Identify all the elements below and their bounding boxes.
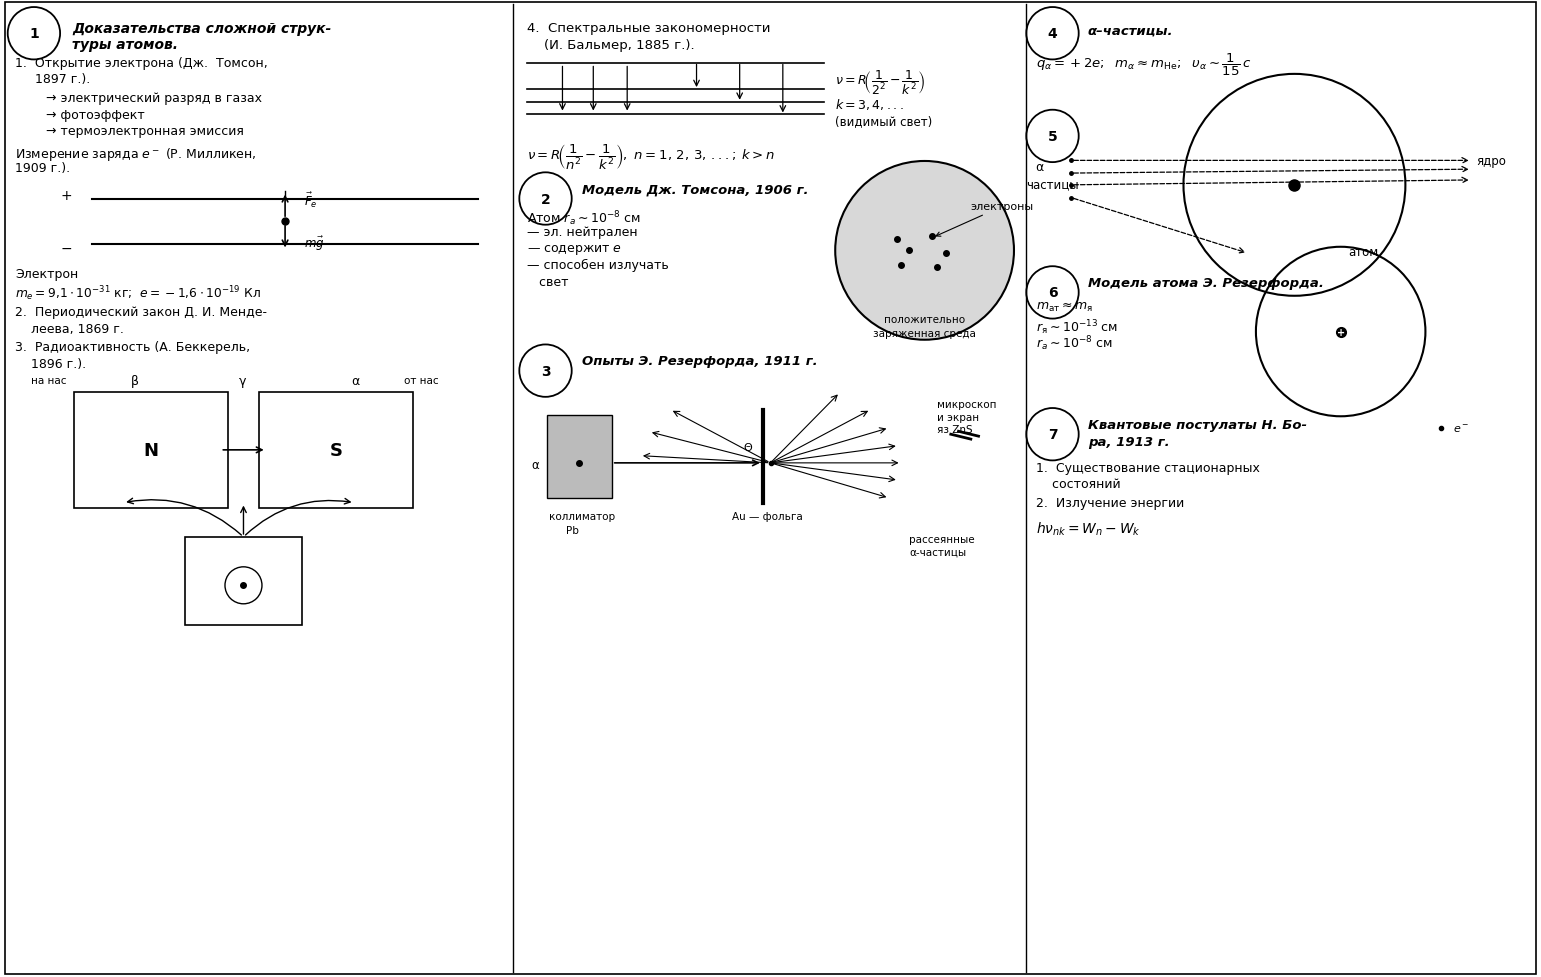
Text: S: S	[330, 442, 342, 459]
Text: → электрический разряд в газах: → электрический разряд в газах	[46, 92, 262, 105]
Text: ядро: ядро	[1476, 154, 1506, 168]
Text: (И. Бальмер, 1885 г.).: (И. Бальмер, 1885 г.).	[527, 39, 695, 52]
Text: от нас: от нас	[404, 376, 438, 386]
Text: Модель Дж. Томсона, 1906 г.: Модель Дж. Томсона, 1906 г.	[582, 183, 809, 196]
Text: и экран: и экран	[937, 412, 979, 422]
Text: Опыты Э. Резерфорда, 1911 г.: Опыты Э. Резерфорда, 1911 г.	[582, 355, 818, 368]
Text: 7: 7	[1048, 428, 1057, 442]
Text: β: β	[131, 374, 139, 388]
Text: 3: 3	[541, 364, 550, 378]
Text: коллиматор: коллиматор	[549, 512, 615, 522]
Text: α-частицы: α-частицы	[909, 547, 966, 557]
Text: $r_{\rm я} \sim 10^{-13}$ см: $r_{\rm я} \sim 10^{-13}$ см	[1036, 318, 1117, 336]
Text: $\nu = R\!\left(\dfrac{1}{n^2} - \dfrac{1}{k^2}\right),\ n = 1,\,2,\,3,\,...;\;k: $\nu = R\!\left(\dfrac{1}{n^2} - \dfrac{…	[527, 142, 775, 171]
Text: заряженная среда: заряженная среда	[874, 328, 975, 338]
Text: $m\vec{g}$: $m\vec{g}$	[304, 234, 324, 252]
Text: частицы: частицы	[1026, 178, 1079, 191]
Text: $m_{\rm ат} \approx m_{\rm я}$: $m_{\rm ат} \approx m_{\rm я}$	[1036, 301, 1093, 314]
Text: +: +	[1336, 327, 1345, 337]
Ellipse shape	[835, 162, 1014, 340]
Text: $\Theta$: $\Theta$	[743, 441, 754, 452]
Text: 3.  Радиоактивность (А. Беккерель,: 3. Радиоактивность (А. Беккерель,	[15, 341, 251, 354]
Text: $q_\alpha = +2e;\;\ m_\alpha \approx m_{\rm He};\;\ \upsilon_\alpha \sim \dfrac{: $q_\alpha = +2e;\;\ m_\alpha \approx m_{…	[1036, 52, 1251, 78]
Text: — эл. нейтрален: — эл. нейтрален	[527, 226, 638, 238]
Bar	[259, 393, 413, 508]
Text: микроскоп: микроскоп	[937, 400, 997, 409]
Text: 4.  Спектральные закономерности: 4. Спектральные закономерности	[527, 21, 770, 34]
Text: α: α	[1036, 161, 1043, 174]
Text: α: α	[351, 374, 359, 388]
Text: 5: 5	[1048, 130, 1057, 144]
Text: (видимый свет): (видимый свет)	[835, 114, 932, 128]
Text: 1897 г.).: 1897 г.).	[15, 73, 91, 86]
Text: ра, 1913 г.: ра, 1913 г.	[1088, 435, 1170, 448]
Bar	[74, 393, 228, 508]
Text: 1909 г.).: 1909 г.).	[15, 162, 71, 175]
Text: $h\nu_{nk} = W_n - W_k$: $h\nu_{nk} = W_n - W_k$	[1036, 520, 1140, 537]
Bar	[547, 415, 612, 498]
Text: α–частицы.: α–частицы.	[1088, 24, 1173, 37]
Text: 2.  Периодический закон Д. И. Менде-: 2. Периодический закон Д. И. Менде-	[15, 306, 268, 319]
Text: на нас: на нас	[31, 376, 66, 386]
Text: рассеянные: рассеянные	[909, 534, 975, 544]
Text: $r_a \sim 10^{-8}$ см: $r_a \sim 10^{-8}$ см	[1036, 334, 1113, 353]
Text: яз ZnS: яз ZnS	[937, 425, 972, 435]
Text: +: +	[60, 189, 72, 202]
Text: γ: γ	[239, 374, 247, 388]
Text: → фотоэффект: → фотоэффект	[46, 108, 145, 121]
Text: Атом $r_a \sim 10^{-8}$ см: Атом $r_a \sim 10^{-8}$ см	[527, 209, 641, 228]
Text: $k = 3, 4, ...$: $k = 3, 4, ...$	[835, 97, 905, 112]
Text: Электрон: Электрон	[15, 268, 79, 280]
Text: 1.  Открытие электрона (Дж.  Томсон,: 1. Открытие электрона (Дж. Томсон,	[15, 57, 268, 69]
Bar	[185, 537, 302, 625]
Text: $m_e = 9{,}1\cdot10^{-31}$ кг;  $e = -1{,}6\cdot10^{-19}$ Кл: $m_e = 9{,}1\cdot10^{-31}$ кг; $e = -1{,…	[15, 284, 262, 303]
Text: 1896 г.).: 1896 г.).	[15, 358, 86, 370]
Text: туры атомов.: туры атомов.	[72, 38, 179, 52]
Text: — способен излучать: — способен излучать	[527, 259, 669, 272]
Text: Квантовые постулаты Н. Бо-: Квантовые постулаты Н. Бо-	[1088, 418, 1307, 432]
Text: $e^-$: $e^-$	[1453, 423, 1470, 434]
Text: положительно: положительно	[885, 315, 965, 324]
Text: 2.  Излучение энергии: 2. Излучение энергии	[1036, 496, 1183, 509]
Text: 6: 6	[1048, 286, 1057, 300]
Text: −: −	[60, 241, 72, 255]
Text: Pb: Pb	[566, 526, 578, 535]
Text: 1: 1	[29, 27, 39, 41]
Text: Au — фольга: Au — фольга	[732, 512, 803, 522]
Text: 4: 4	[1048, 27, 1057, 41]
Text: $\vec{F}_e$: $\vec{F}_e$	[304, 191, 317, 210]
Text: Измерение заряда $e^-$ (Р. Милликен,: Измерение заряда $e^-$ (Р. Милликен,	[15, 146, 257, 162]
Text: 1.  Существование стационарных: 1. Существование стационарных	[1036, 461, 1259, 474]
Text: → термоэлектронная эмиссия: → термоэлектронная эмиссия	[46, 125, 243, 138]
Text: α: α	[532, 458, 539, 471]
Text: Модель атома Э. Резерфорда.: Модель атома Э. Резерфорда.	[1088, 276, 1324, 290]
Text: N: N	[143, 442, 159, 459]
Text: Доказательства сложной струк-: Доказательства сложной струк-	[72, 21, 331, 35]
Text: 2: 2	[541, 192, 550, 206]
Text: свет: свет	[527, 276, 569, 288]
Text: электроны: электроны	[935, 202, 1034, 237]
Text: состояний: состояний	[1036, 478, 1120, 490]
Text: атом: атом	[1348, 246, 1379, 259]
Text: — содержит $e$: — содержит $e$	[527, 242, 623, 256]
Text: $\nu = R\!\left(\dfrac{1}{2^2} - \dfrac{1}{k^2}\right)$: $\nu = R\!\left(\dfrac{1}{2^2} - \dfrac{…	[835, 69, 926, 97]
Text: леева, 1869 г.: леева, 1869 г.	[15, 322, 125, 335]
